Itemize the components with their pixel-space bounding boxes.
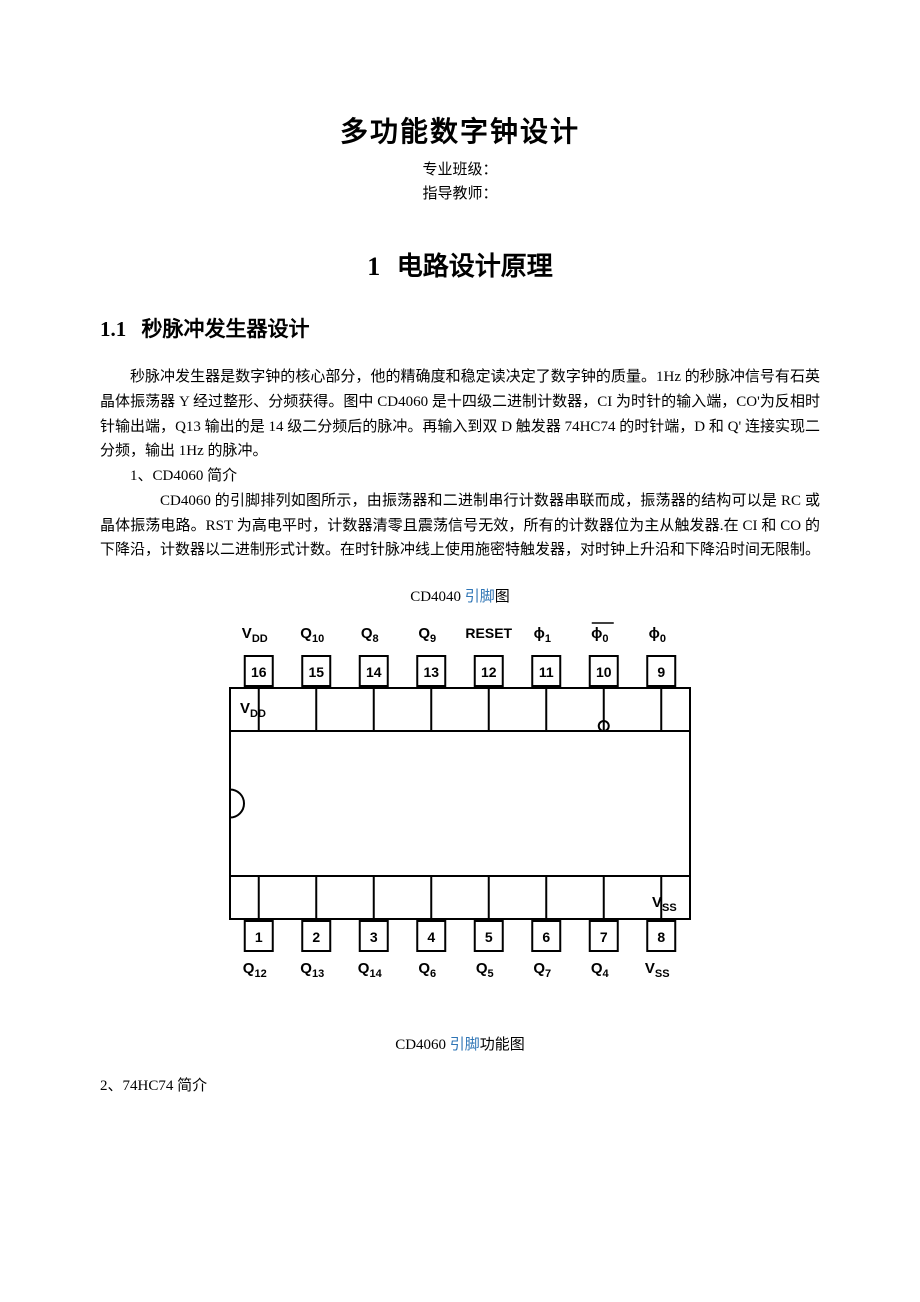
svg-text:Q8: Q8 <box>361 625 379 645</box>
svg-text:VDD: VDD <box>240 700 266 720</box>
svg-text:14: 14 <box>366 664 382 680</box>
figure-caption-bottom-2: 功能图 <box>480 1037 525 1053</box>
item-2-label: 2、74HC74 简介 <box>100 1074 820 1099</box>
svg-text:8: 8 <box>657 929 665 945</box>
svg-text:5: 5 <box>485 929 493 945</box>
svg-text:Q14: Q14 <box>358 960 383 980</box>
svg-text:ϕ1: ϕ1 <box>534 625 551 645</box>
svg-text:RESET: RESET <box>465 625 512 641</box>
pinout-diagram: 16 VDD 15 Q10 14 Q8 13 Q9 12 RESET 11 ϕ1 10 ϕ0 9 ϕ0 1 Q12… <box>100 616 820 1011</box>
section-title: 电路设计原理 <box>397 252 553 281</box>
figure-caption-bottom-blue: 引脚 <box>450 1037 480 1053</box>
svg-text:4: 4 <box>427 929 435 945</box>
svg-text:Q5: Q5 <box>476 960 494 980</box>
chip-svg: 16 VDD 15 Q10 14 Q8 13 Q9 12 RESET 11 ϕ1 10 ϕ0 9 ϕ0 1 Q12… <box>210 616 710 1006</box>
svg-text:Q13: Q13 <box>300 960 324 980</box>
figure-caption-top-1: CD4040 <box>410 589 465 605</box>
svg-text:9: 9 <box>657 664 665 680</box>
svg-text:15: 15 <box>308 664 324 680</box>
svg-text:Q9: Q9 <box>418 625 436 645</box>
section-number: 1 <box>367 252 380 281</box>
figure-caption-top: CD4040 引脚图 <box>100 585 820 606</box>
page-title: 多功能数字钟设计 <box>100 110 820 150</box>
svg-text:Q4: Q4 <box>591 960 610 980</box>
svg-text:ϕ0: ϕ0 <box>591 625 608 645</box>
svg-text:12: 12 <box>481 664 497 680</box>
figure-caption-bottom: CD4060 引脚功能图 <box>100 1033 820 1054</box>
figure-caption-bottom-1: CD4060 <box>395 1037 450 1053</box>
svg-text:VSS: VSS <box>652 894 677 914</box>
svg-text:11: 11 <box>539 664 554 680</box>
svg-text:Q7: Q7 <box>533 960 551 980</box>
section-heading: 1 电路设计原理 <box>100 246 820 283</box>
svg-text:Q10: Q10 <box>300 625 324 645</box>
svg-text:2: 2 <box>312 929 320 945</box>
subsection-number: 1.1 <box>100 317 126 341</box>
svg-text:VDD: VDD <box>242 625 268 645</box>
svg-text:ϕ0: ϕ0 <box>649 625 666 645</box>
figure-caption-top-blue: 引脚 <box>465 589 495 605</box>
svg-text:Q12: Q12 <box>243 960 267 980</box>
svg-text:VSS: VSS <box>645 960 670 980</box>
item-1-label: 1、CD4060 简介 <box>100 464 820 489</box>
svg-text:6: 6 <box>542 929 550 945</box>
subsection-title: 秒脉冲发生器设计 <box>142 317 310 341</box>
svg-text:16: 16 <box>251 664 267 680</box>
svg-text:Q6: Q6 <box>418 960 436 980</box>
item-1-body-first: CD4060 的引脚排列如图所示，由振荡器和二进制串行计数器串联而成，振荡器的结… <box>100 489 820 563</box>
svg-text:1: 1 <box>255 929 263 945</box>
paragraph-1: 秒脉冲发生器是数字钟的核心部分，他的精确度和稳定读决定了数字钟的质量。1Hz 的… <box>100 365 820 464</box>
svg-text:7: 7 <box>600 929 608 945</box>
meta-line-1: 专业班级： <box>100 158 820 182</box>
svg-text:3: 3 <box>370 929 378 945</box>
subsection-heading: 1.1 秒脉冲发生器设计 <box>100 313 820 343</box>
figure-caption-top-2: 图 <box>495 589 510 605</box>
svg-text:10: 10 <box>596 664 612 680</box>
svg-text:13: 13 <box>423 664 439 680</box>
meta-line-2: 指导教师： <box>100 182 820 206</box>
